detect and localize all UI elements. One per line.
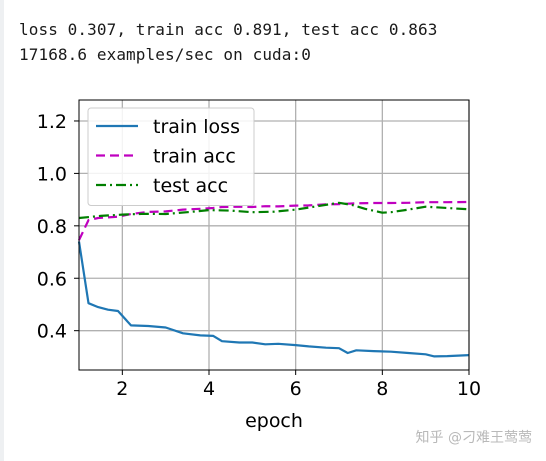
x-tick-label: 10 xyxy=(457,378,481,400)
y-tick-label: 1.2 xyxy=(37,111,67,133)
x-tick-label: 2 xyxy=(116,378,128,400)
output-cell-gutter xyxy=(0,0,4,461)
legend-label: train loss xyxy=(153,116,240,138)
legend-label: test acc xyxy=(153,175,228,197)
series-line-test-acc xyxy=(78,201,470,220)
series-line-train-loss xyxy=(77,241,470,358)
plot-frame xyxy=(78,99,470,371)
legend-box xyxy=(87,107,255,206)
x-tick-label: 6 xyxy=(290,378,302,400)
training-summary-text: loss 0.307, train acc 0.891, test acc 0.… xyxy=(19,20,438,39)
x-axis-label: epoch xyxy=(245,410,303,432)
y-tick-label: 1.0 xyxy=(37,163,67,185)
series-line-train-acc xyxy=(78,200,470,241)
axis-ticks: 2 4 6 8 10 0.4 0.6 0.8 1.0 1.2 xyxy=(37,111,481,400)
x-tick-label: 8 xyxy=(376,378,388,400)
watermark: 知乎 @刁难王莺莺 xyxy=(415,430,532,446)
series-lines xyxy=(77,200,470,358)
y-tick-label: 0.6 xyxy=(37,268,67,290)
y-tick-label: 0.8 xyxy=(37,216,67,238)
legend: train loss train acc test acc xyxy=(87,107,255,206)
legend-label: train acc xyxy=(153,146,236,168)
y-tick-label: 0.4 xyxy=(37,321,67,343)
x-tick-label: 4 xyxy=(203,378,215,400)
throughput-text: 17168.6 examples/sec on cuda:0 xyxy=(19,45,311,64)
